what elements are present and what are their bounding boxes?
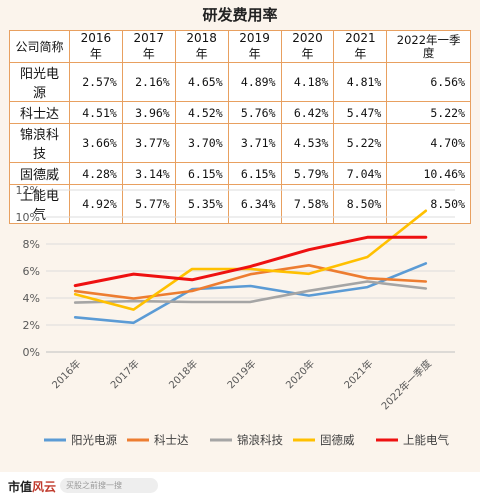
table-cell: 3.70%: [174, 123, 229, 163]
table-cell: 4.53%: [280, 123, 335, 163]
table-cell: 3.71%: [227, 123, 282, 163]
header-2017: 2017年: [121, 30, 176, 63]
table-header-row: 公司简称 2016年 2017年 2018年 2019年 2020年 2021年…: [9, 30, 471, 63]
legend-label: 阳光电源: [71, 433, 117, 447]
rd-expense-table: 公司简称 2016年 2017年 2018年 2019年 2020年 2021年…: [9, 30, 471, 224]
row-company-name: 阳光电源: [9, 62, 70, 102]
table-row: 固德威 4.28% 3.14% 6.15% 6.15% 5.79% 7.04% …: [9, 162, 471, 185]
header-2016: 2016年: [68, 30, 123, 63]
footer-bar: 市值风云 买股之前搜一搜: [0, 472, 480, 500]
table-cell: 10.46%: [386, 162, 471, 185]
y-tick-label: 8%: [23, 238, 40, 251]
y-tick-label: 0%: [23, 346, 40, 359]
table-cell: 2.57%: [68, 62, 123, 102]
table-cell: 5.22%: [386, 101, 471, 124]
table-cell: 3.96%: [121, 101, 176, 124]
table-cell: 6.42%: [280, 101, 335, 124]
table-cell: 5.47%: [333, 101, 388, 124]
x-tick-label: 2019年: [224, 357, 258, 391]
table-cell: 3.14%: [121, 162, 176, 185]
row-company-name: 固德威: [9, 162, 70, 185]
series-line: [73, 209, 428, 311]
table-cell: 4.81%: [333, 62, 388, 102]
header-2019: 2019年: [227, 30, 282, 63]
y-tick-label: 2%: [23, 319, 40, 332]
header-2018: 2018年: [174, 30, 229, 63]
header-2022q1: 2022年一季度: [386, 30, 471, 63]
table-row: 锦浪科技 3.66% 3.77% 3.70% 3.71% 4.53% 5.22%…: [9, 123, 471, 163]
header-company: 公司简称: [9, 30, 70, 63]
row-company-name: 科士达: [9, 101, 70, 124]
legend-label: 科士达: [154, 433, 189, 447]
search-box[interactable]: 买股之前搜一搜: [60, 478, 158, 493]
x-tick-label: 2021年: [341, 357, 375, 391]
table-cell: 4.18%: [280, 62, 335, 102]
series-line: [73, 262, 428, 325]
brand-logo: 市值风云: [8, 480, 57, 494]
table-cell: 3.66%: [68, 123, 123, 163]
table-cell: 5.22%: [333, 123, 388, 163]
y-tick-label: 4%: [23, 292, 40, 305]
table-row: 科士达 4.51% 3.96% 4.52% 5.76% 6.42% 5.47% …: [9, 101, 471, 124]
table-cell: 4.70%: [386, 123, 471, 163]
series-line: [73, 280, 428, 304]
x-tick-label: 2017年: [108, 357, 142, 391]
table-title: 研发费用率: [202, 6, 278, 24]
y-tick-label: 10%: [16, 211, 40, 224]
table-cell: 4.52%: [174, 101, 229, 124]
legend-label: 锦浪科技: [237, 433, 283, 447]
line-chart: 0% 2% 4% 6% 8% 10% 12% 2016年 2017年 2018年 2019年 2020…: [16, 184, 455, 447]
table-cell: 3.77%: [121, 123, 176, 163]
header-2020: 2020年: [280, 30, 335, 63]
table-cell: 6.56%: [386, 62, 471, 102]
header-2021: 2021年: [333, 30, 388, 63]
table-row: 上能电气 4.92% 5.77% 5.35% 6.34% 7.58% 8.50%…: [9, 184, 471, 224]
table-cell: 6.15%: [227, 162, 282, 185]
row-company-name: 上能电气: [9, 184, 70, 224]
table-cell: 4.51%: [68, 101, 123, 124]
legend-label: 上能电气: [403, 433, 449, 447]
y-tick-label: 12%: [16, 184, 40, 197]
table-cell: 6.15%: [174, 162, 229, 185]
x-tick-label: 2022年一季度: [378, 357, 433, 412]
series-line: [73, 235, 428, 288]
table-row: 阳光电源 2.57% 2.16% 4.65% 4.89% 4.18% 4.81%…: [9, 62, 471, 102]
y-tick-label: 6%: [23, 265, 40, 278]
legend-label: 固德威: [320, 433, 355, 447]
table-cell: 4.65%: [174, 62, 229, 102]
x-tick-label: 2016年: [49, 357, 83, 391]
x-tick-label: 2018年: [166, 357, 200, 391]
x-tick-label: 2020年: [283, 357, 317, 391]
table-cell: 7.04%: [333, 162, 388, 185]
table-cell: 4.89%: [227, 62, 282, 102]
row-company-name: 锦浪科技: [9, 123, 70, 163]
table-cell: 6.34%: [227, 184, 282, 224]
table-cell: 5.76%: [227, 101, 282, 124]
series-line: [73, 264, 428, 300]
table-cell: 2.16%: [121, 62, 176, 102]
